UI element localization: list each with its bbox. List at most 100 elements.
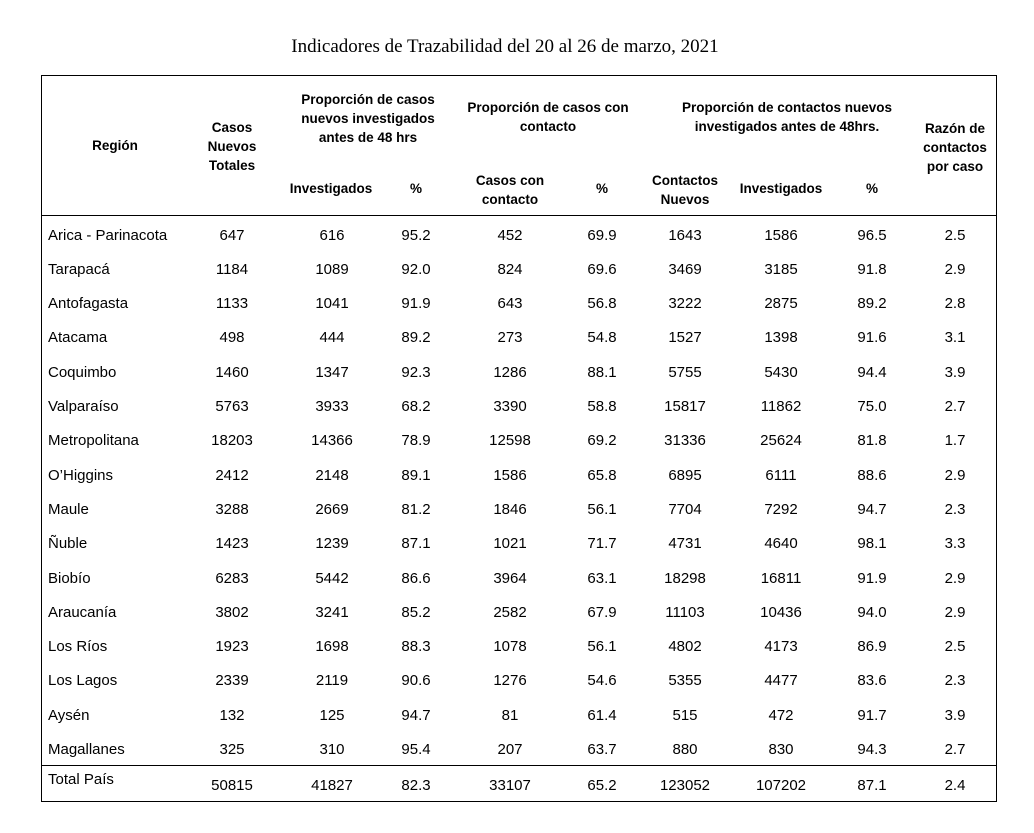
table-cell: 7704 bbox=[668, 500, 702, 518]
table-cell: 132 bbox=[219, 706, 245, 724]
table-cell: 1.7 bbox=[944, 432, 966, 450]
table-row: Ñuble 1423 1239 87.1 1021 71.7 4731 4640 98.1 3.3 bbox=[42, 527, 998, 561]
table-cell: 2582 bbox=[493, 603, 527, 621]
table-cell: 3390 bbox=[493, 398, 527, 415]
table-cell: 69.2 bbox=[587, 432, 617, 450]
table-row: Tarapacá 1184 1089 92.0 824 69.6 3469 3185 91.8 2… bbox=[42, 252, 998, 286]
region-name: Araucanía bbox=[48, 603, 117, 621]
table-cell: 4731 bbox=[668, 535, 702, 553]
total-cell: 82.3 bbox=[401, 776, 431, 794]
table-cell: 1423 bbox=[215, 535, 249, 553]
table-cell: 88.6 bbox=[857, 466, 887, 484]
region-name: Atacama bbox=[48, 329, 108, 347]
table-cell: 89.1 bbox=[401, 466, 431, 484]
table-cell: 16811 bbox=[760, 569, 802, 587]
table-row: Coquimbo 1460 1347 92.3 1286 88.1 5755 5430 94.4… bbox=[42, 355, 998, 389]
table-row: Arica - Parinacota 647 616 95.2 452 69.9 1643 1… bbox=[42, 218, 998, 252]
table-cell: 273 bbox=[497, 329, 523, 347]
table-cell: 643 bbox=[497, 295, 523, 313]
table-cell: 92.3 bbox=[401, 363, 431, 381]
header-prop-contacto: Proporción de casos con contacto bbox=[467, 100, 629, 134]
table-cell: 4477 bbox=[764, 672, 798, 690]
table-cell: 2.9 bbox=[944, 603, 966, 621]
table-cell: 3.3 bbox=[944, 535, 966, 553]
table-cell: 56.1 bbox=[587, 500, 617, 518]
table-cell: 3241 bbox=[315, 603, 349, 621]
table-cell: 3.9 bbox=[944, 706, 966, 724]
table-cell: 11862 bbox=[760, 398, 802, 415]
region-name: Magallanes bbox=[48, 741, 125, 758]
table-cell: 830 bbox=[768, 741, 794, 758]
table-cell: 78.9 bbox=[401, 432, 431, 450]
table-cell: 3469 bbox=[668, 260, 702, 278]
table-cell: 444 bbox=[319, 329, 345, 347]
header-prop-investigados: Proporción de casos nuevos investigados … bbox=[301, 91, 435, 145]
table-cell: 2.9 bbox=[944, 260, 966, 278]
region-name: Biobío bbox=[48, 569, 91, 587]
table-cell: 1021 bbox=[493, 535, 527, 553]
table-cell: 1089 bbox=[315, 260, 349, 278]
table-cell: 1078 bbox=[493, 638, 527, 656]
table-cell: 3222 bbox=[668, 295, 702, 313]
table-cell: 75.0 bbox=[857, 398, 887, 415]
table-cell: 63.7 bbox=[587, 741, 617, 758]
table-cell: 2.3 bbox=[944, 500, 966, 518]
region-name: Valparaíso bbox=[48, 398, 119, 415]
table-row: Atacama 498 444 89.2 273 54.8 1527 1398 91.6 3.1 bbox=[42, 321, 998, 355]
region-name: Los Lagos bbox=[48, 672, 118, 690]
table-cell: 81 bbox=[501, 706, 519, 724]
table-cell: 6283 bbox=[215, 569, 249, 587]
table-cell: 3933 bbox=[315, 398, 349, 415]
table-cell: 1460 bbox=[215, 363, 249, 381]
page-title: Indicadores de Trazabilidad del 20 al 26… bbox=[291, 36, 719, 57]
table-cell: 498 bbox=[219, 329, 245, 347]
subheader-pct-3: % bbox=[865, 180, 878, 196]
table-cell: 7292 bbox=[764, 500, 798, 518]
table-cell: 1846 bbox=[493, 500, 527, 518]
table-cell: 2.5 bbox=[944, 638, 966, 656]
table-cell: 6111 bbox=[765, 466, 797, 484]
table-cell: 2.9 bbox=[944, 466, 966, 484]
region-name: Ñuble bbox=[48, 535, 88, 553]
table-row: Maule 3288 2669 81.2 1846 56.1 7704 7292 94.7 2.3 bbox=[42, 492, 998, 526]
table-cell: 5763 bbox=[215, 398, 249, 415]
table-cell: 3.1 bbox=[944, 329, 966, 347]
header-casos-totales: Casos Nuevos Totales bbox=[207, 119, 257, 173]
subheader-contactos-nuevos: Contactos Nuevos bbox=[651, 173, 718, 207]
table-cell: 125 bbox=[319, 706, 345, 724]
table-cell: 25624 bbox=[760, 432, 802, 450]
table-cell: 5755 bbox=[668, 363, 702, 381]
table-cell: 91.9 bbox=[401, 295, 431, 313]
region-name: Tarapacá bbox=[48, 260, 110, 278]
table-row: Metropolitana 18203 14366 78.9 12598 69.2 3133… bbox=[42, 424, 998, 458]
subheader-investigados-2: Investigados bbox=[739, 180, 823, 196]
region-name: Maule bbox=[48, 500, 89, 518]
table-cell: 91.9 bbox=[857, 569, 887, 587]
table-cell: 1527 bbox=[668, 329, 702, 347]
table-cell: 3802 bbox=[215, 603, 249, 621]
table-cell: 1923 bbox=[215, 638, 249, 656]
table-cell: 2.5 bbox=[944, 226, 966, 244]
table-cell: 56.8 bbox=[587, 295, 617, 313]
table-cell: 86.6 bbox=[401, 569, 431, 587]
table-row: Aysén 132 125 94.7 81 61.4 515 472 91.7 3.9 bbox=[42, 698, 998, 732]
table-cell: 54.8 bbox=[587, 329, 617, 347]
table-cell: 95.4 bbox=[401, 741, 431, 758]
total-cell: 2.4 bbox=[944, 776, 966, 794]
table-cell: 452 bbox=[497, 226, 523, 244]
table-cell: 5430 bbox=[764, 363, 798, 381]
table-row: Los Lagos 2339 2119 90.6 1276 54.6 5355 4477 83.… bbox=[42, 664, 998, 698]
table-cell: 1041 bbox=[315, 295, 349, 313]
table-cell: 88.1 bbox=[587, 363, 617, 381]
table-cell: 91.7 bbox=[857, 706, 887, 724]
table-cell: 65.8 bbox=[587, 466, 617, 484]
table-cell: 89.2 bbox=[857, 295, 887, 313]
table-cell: 1347 bbox=[315, 363, 349, 381]
table-cell: 2669 bbox=[315, 500, 349, 518]
table-cell: 95.2 bbox=[401, 226, 431, 244]
table-cell: 89.2 bbox=[401, 329, 431, 347]
table-cell: 2148 bbox=[315, 466, 349, 484]
total-cell: 33107 bbox=[489, 776, 531, 794]
table-cell: 94.7 bbox=[401, 706, 431, 724]
traceability-table: Región Casos Nuevos Totales Proporción d… bbox=[41, 75, 997, 802]
